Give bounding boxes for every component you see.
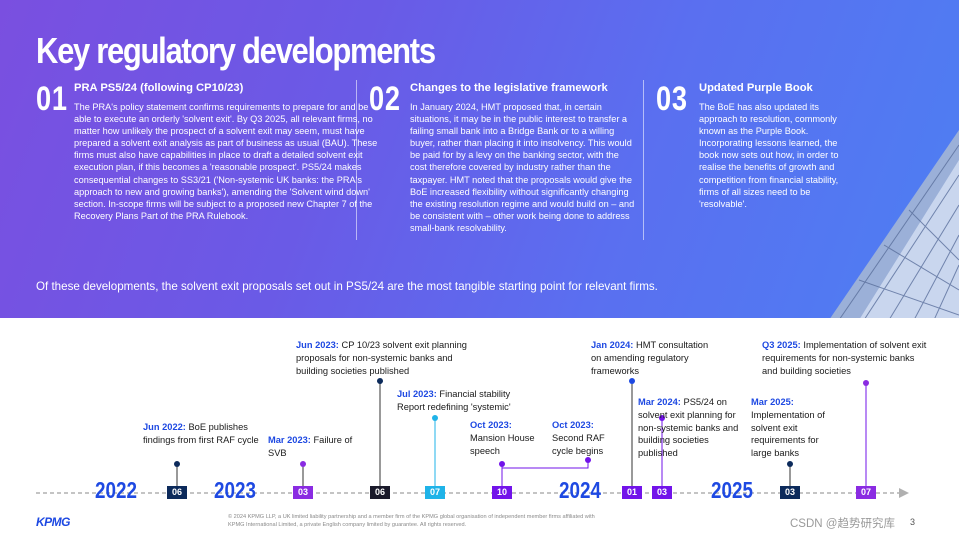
- event-mar-2023: Mar 2023: Failure of SVB: [268, 435, 353, 458]
- kpmg-logo: KPMG: [36, 515, 71, 529]
- month-marker: 06: [370, 486, 390, 499]
- page-title: Key regulatory developments: [36, 30, 436, 71]
- month-marker: 07: [425, 486, 445, 499]
- column-text: The PRA's policy statement confirms requ…: [74, 102, 378, 221]
- month-marker: 10: [492, 486, 512, 499]
- event-q3-2025: Q3 2025: Implementation of solvent exit …: [762, 340, 927, 376]
- month-marker: 01: [622, 486, 642, 499]
- column-text: In January 2024, HMT proposed that, in c…: [410, 102, 635, 233]
- event-oct-2023-raf: Oct 2023: Second RAF cycle begins: [552, 420, 605, 456]
- event-jul-2023: Jul 2023: Financial stability Report red…: [397, 389, 511, 412]
- column-heading: PRA PS5/24 (following CP10/23): [74, 82, 244, 94]
- year-label: 2023: [214, 477, 256, 503]
- event-mar-2024: Mar 2024: PS5/24 on solvent exit plannin…: [638, 397, 739, 459]
- year-label: 2024: [559, 477, 601, 503]
- event-mar-2025: Mar 2025: Implementation of solvent exit…: [751, 397, 825, 459]
- column-heading: Updated Purple Book: [699, 82, 813, 94]
- column-heading: Changes to the legislative framework: [410, 82, 608, 94]
- summary-text: Of these developments, the solvent exit …: [36, 280, 658, 293]
- column-text: The BoE has also updated its approach to…: [699, 102, 839, 209]
- event-oct-2023-speech: Oct 2023: Mansion House speech: [470, 420, 535, 456]
- column-number: 01: [36, 80, 68, 118]
- hero-banner: Key regulatory developments 01 PRA PS5/2…: [0, 0, 959, 318]
- column-number: 02: [369, 80, 401, 118]
- column-number: 03: [656, 80, 688, 118]
- event-jun-2023: Jun 2023: CP 10/23 solvent exit planning…: [296, 340, 467, 376]
- event-jan-2024: Jan 2024: HMT consultation on amending r…: [591, 340, 709, 376]
- page-number: 3: [910, 517, 916, 527]
- month-marker: 03: [780, 486, 800, 499]
- column-divider: [643, 80, 644, 240]
- timeline: 2022 2023 2024 2025 06 03 06 07 10 01 03…: [0, 318, 959, 538]
- watermark: CSDN @趋势研究库: [790, 518, 895, 530]
- building-image: [830, 130, 959, 318]
- month-marker: 06: [167, 486, 187, 499]
- month-marker: 03: [652, 486, 672, 499]
- month-marker: 03: [293, 486, 313, 499]
- year-label: 2022: [95, 477, 137, 503]
- year-label: 2025: [711, 477, 753, 503]
- column-divider: [356, 80, 357, 240]
- legal-notice: © 2024 KPMG LLP, a UK limited liability …: [228, 514, 595, 528]
- event-jun-2022: Jun 2022: BoE publishes findings from fi…: [143, 422, 259, 445]
- month-marker: 07: [856, 486, 876, 499]
